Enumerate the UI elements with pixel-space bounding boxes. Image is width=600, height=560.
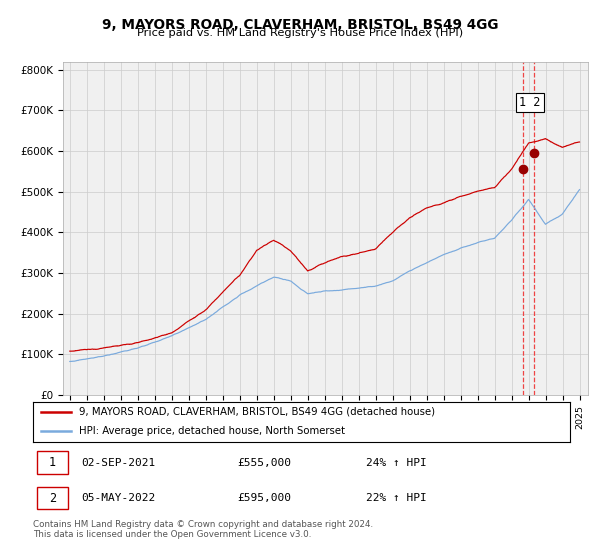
Text: 9, MAYORS ROAD, CLAVERHAM, BRISTOL, BS49 4GG (detached house): 9, MAYORS ROAD, CLAVERHAM, BRISTOL, BS49… [79, 407, 435, 417]
Text: £595,000: £595,000 [237, 493, 291, 503]
Text: 24% ↑ HPI: 24% ↑ HPI [366, 458, 427, 468]
Text: HPI: Average price, detached house, North Somerset: HPI: Average price, detached house, Nort… [79, 426, 345, 436]
Text: 2: 2 [49, 492, 56, 505]
Text: 9, MAYORS ROAD, CLAVERHAM, BRISTOL, BS49 4GG: 9, MAYORS ROAD, CLAVERHAM, BRISTOL, BS49… [102, 18, 498, 32]
Text: 1: 1 [49, 456, 56, 469]
Text: 1 2: 1 2 [520, 96, 541, 109]
Text: Price paid vs. HM Land Registry's House Price Index (HPI): Price paid vs. HM Land Registry's House … [137, 28, 463, 38]
Text: Contains HM Land Registry data © Crown copyright and database right 2024.
This d: Contains HM Land Registry data © Crown c… [33, 520, 373, 539]
Text: 22% ↑ HPI: 22% ↑ HPI [366, 493, 427, 503]
Text: 05-MAY-2022: 05-MAY-2022 [82, 493, 155, 503]
FancyBboxPatch shape [37, 451, 68, 474]
Text: £555,000: £555,000 [237, 458, 291, 468]
Text: 02-SEP-2021: 02-SEP-2021 [82, 458, 155, 468]
FancyBboxPatch shape [37, 487, 68, 510]
